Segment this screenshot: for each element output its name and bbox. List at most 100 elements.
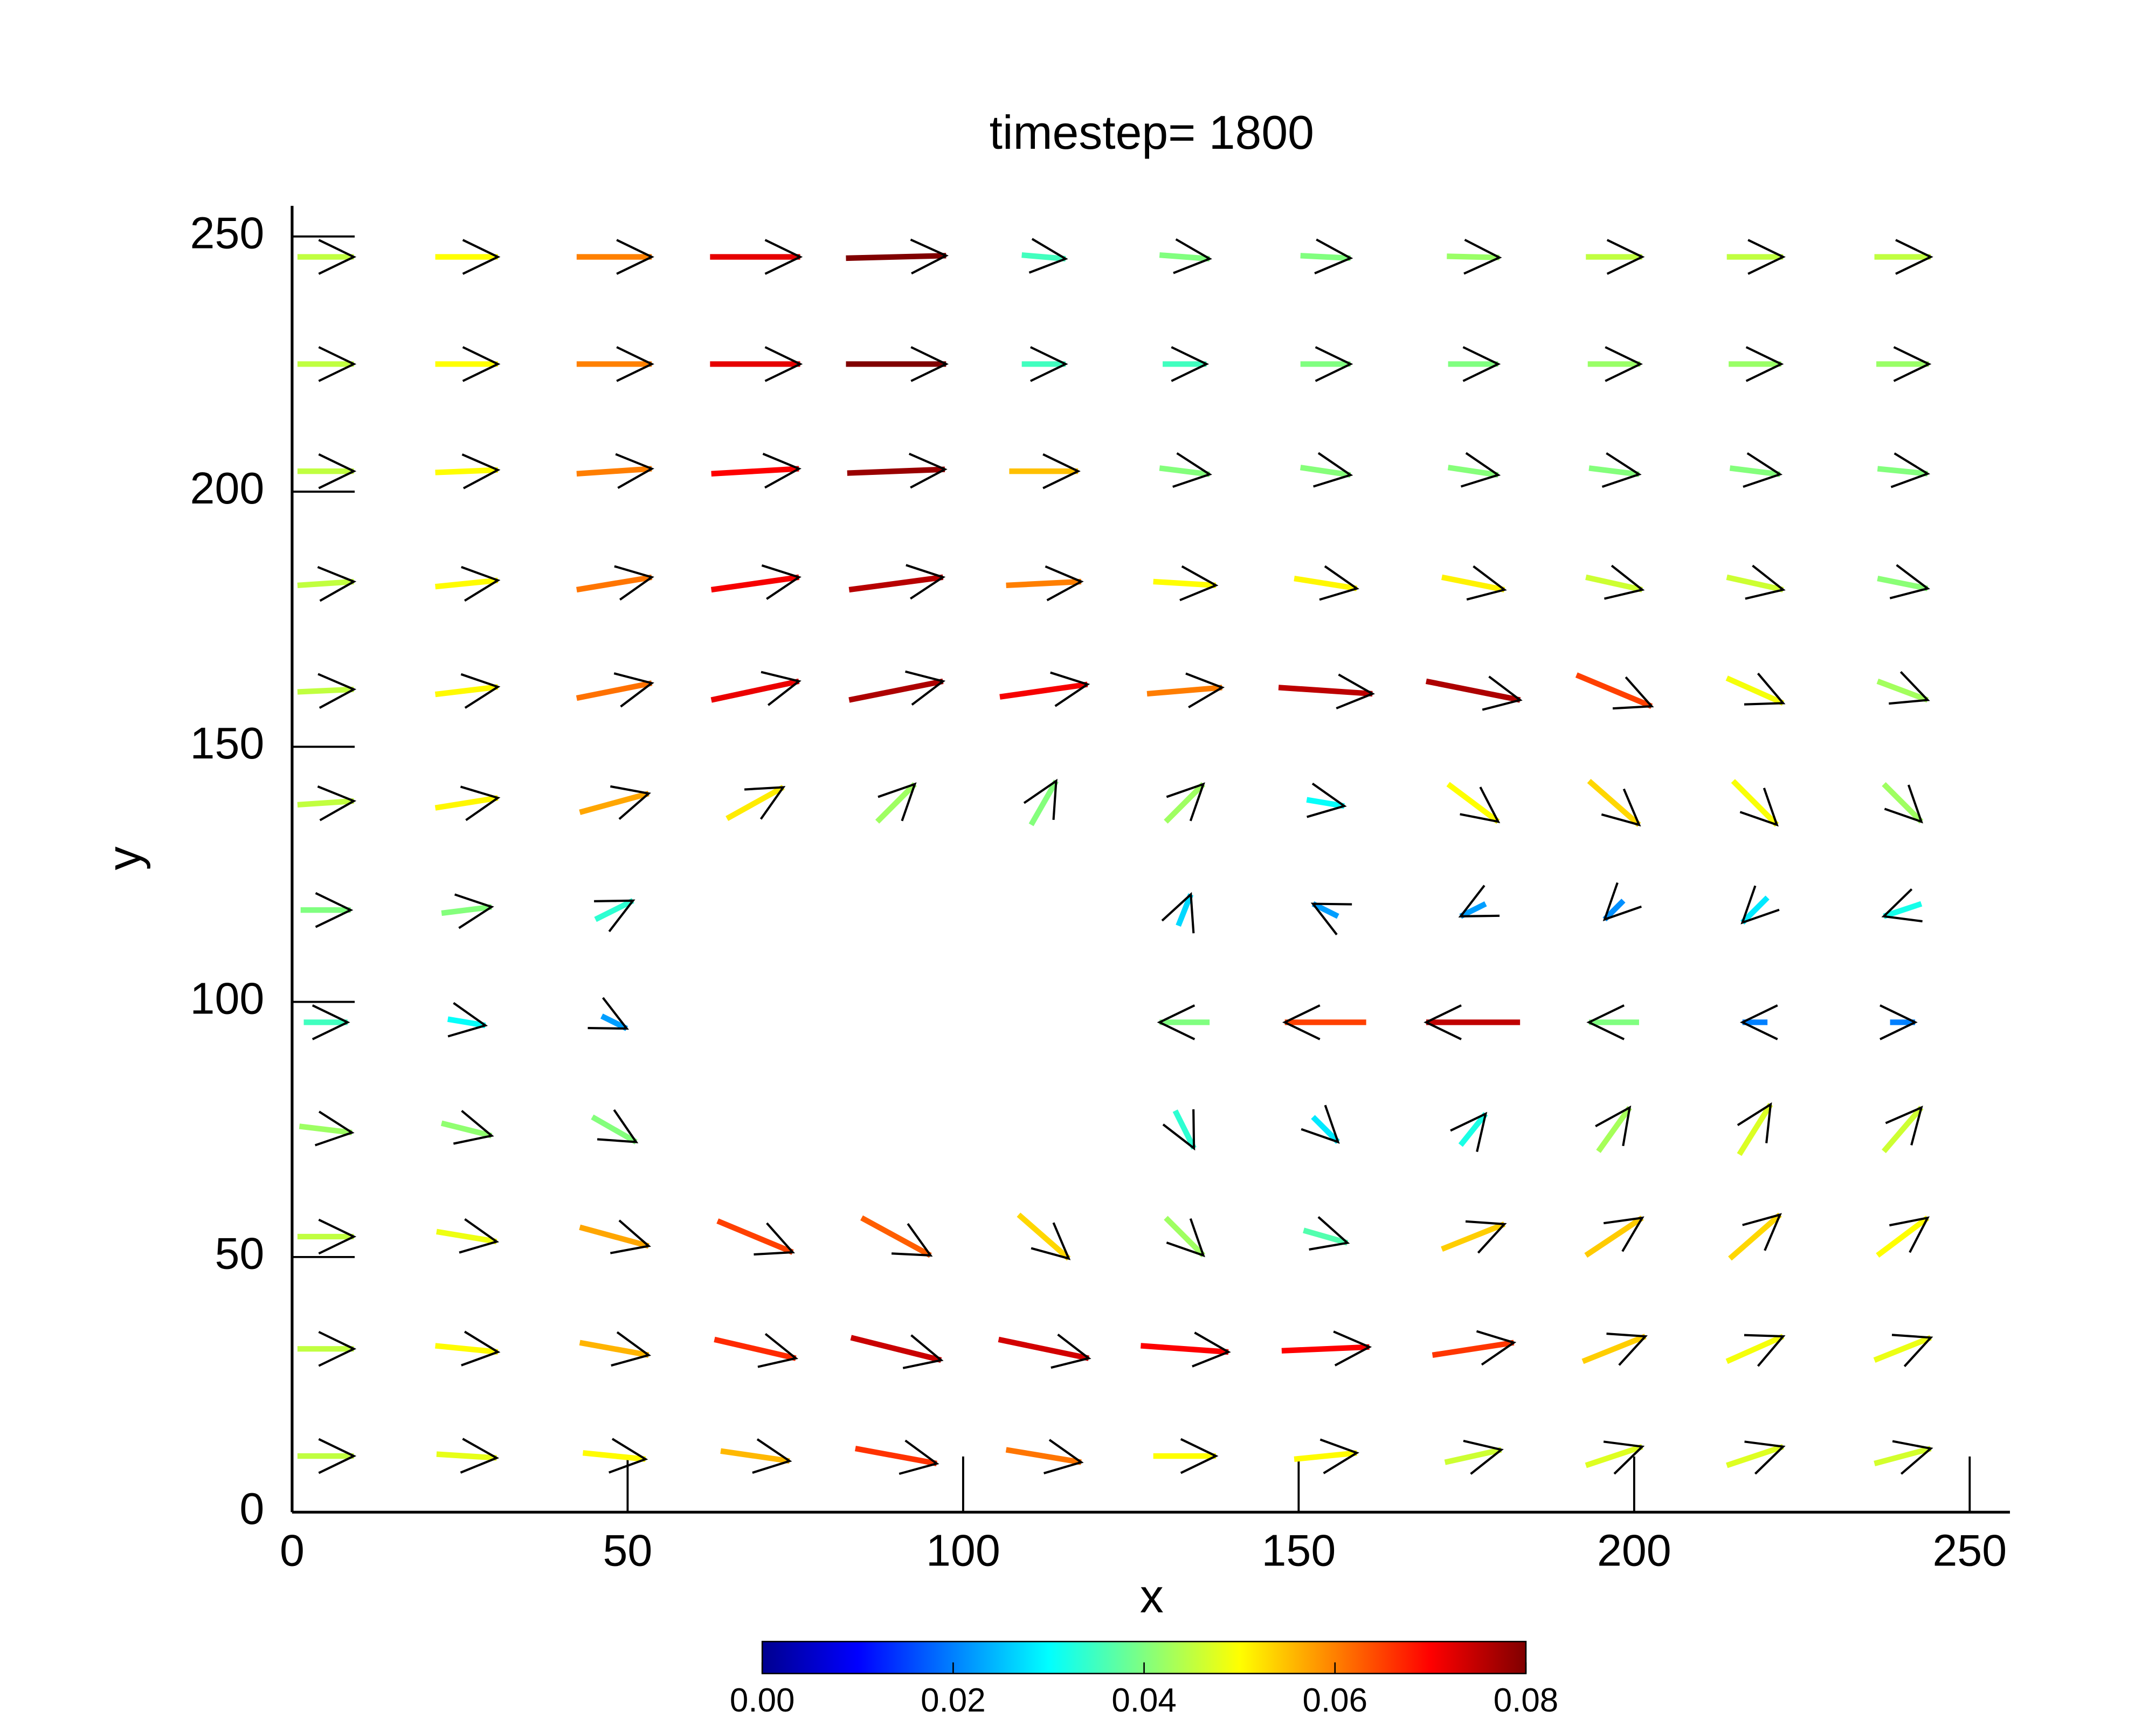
arrow-shaft <box>1585 1444 1643 1468</box>
arrow-shaft <box>591 1114 638 1144</box>
arrow-head <box>461 1330 501 1367</box>
arrow-head <box>891 1223 933 1257</box>
arrow-head <box>1460 452 1501 488</box>
arrow-head <box>610 1219 651 1254</box>
x-tick-label: 100 <box>926 1526 1000 1575</box>
arrow-head <box>610 785 651 820</box>
arrow-head <box>1889 1216 1930 1253</box>
arrow-shaft <box>1021 252 1066 262</box>
arrow-head <box>1603 1440 1645 1475</box>
arrow-shaft <box>1585 574 1643 593</box>
arrow-shaft <box>1584 1215 1644 1258</box>
arrow-head <box>1605 346 1643 382</box>
arrow-shaft <box>846 253 946 261</box>
arrow-shaft <box>1876 1216 1930 1258</box>
arrow-head <box>616 346 654 382</box>
arrow-head <box>1740 885 1780 924</box>
arrow-shaft <box>435 467 498 475</box>
colorbar-tick-label: 0.02 <box>921 1682 986 1719</box>
arrow-shaft <box>1294 576 1358 591</box>
arrow-head <box>902 1334 944 1369</box>
arrow-head <box>615 453 654 489</box>
arrow-head <box>910 346 949 382</box>
arrow-head <box>1319 1438 1359 1474</box>
arrow-shaft <box>1882 782 1924 824</box>
arrow-head <box>1462 346 1501 382</box>
arrow-head <box>1282 1004 1321 1040</box>
arrow-shaft <box>1278 685 1373 697</box>
arrow-head <box>1595 1105 1632 1147</box>
arrow-head <box>752 1438 792 1474</box>
arrow-head <box>1895 239 1933 275</box>
arrow-head <box>1889 671 1930 705</box>
arrow-head <box>314 1110 355 1147</box>
arrow-head <box>1314 238 1353 274</box>
arrow-head <box>1458 885 1500 917</box>
arrow-head <box>1301 1105 1340 1144</box>
arrow-head <box>1463 238 1502 275</box>
arrow-head <box>312 1004 350 1040</box>
arrow-shaft <box>860 1215 932 1258</box>
arrow-shaft <box>1303 1227 1349 1246</box>
arrow-shaft <box>1441 574 1505 593</box>
arrow-shaft <box>999 681 1088 700</box>
arrow-shaft <box>711 466 799 477</box>
arrow-head <box>1185 672 1225 708</box>
arrow-shaft <box>1441 1221 1506 1252</box>
arrow-shaft <box>1425 678 1521 703</box>
arrow-shaft <box>1306 797 1345 809</box>
arrow-head <box>461 565 501 602</box>
arrow-shaft <box>436 1229 497 1245</box>
arrow-head <box>1309 1216 1350 1251</box>
arrow-head <box>1179 565 1219 602</box>
colorbar-tick-label: 0.06 <box>1303 1682 1368 1719</box>
arrow-head <box>1744 1440 1786 1475</box>
arrow-head <box>1889 564 1930 599</box>
arrow-head <box>1051 1334 1091 1369</box>
arrow-head <box>1744 672 1786 706</box>
x-tick-label: 0 <box>280 1526 305 1575</box>
arrow-shaft <box>1146 685 1222 697</box>
arrow-head <box>1744 1334 1786 1367</box>
arrow-head <box>318 239 357 275</box>
arrow-head <box>1023 778 1058 820</box>
arrow-head <box>609 1438 648 1474</box>
arrow-head <box>1743 452 1783 488</box>
y-tick-label: 0 <box>239 1484 264 1534</box>
arrow-head <box>317 565 357 602</box>
arrow-head <box>1045 565 1084 602</box>
arrow-shaft <box>720 1448 790 1464</box>
arrow-head <box>1606 1332 1648 1366</box>
arrow-head <box>597 1109 639 1143</box>
arrow-shaft <box>1447 253 1499 260</box>
arrow-head <box>1604 564 1645 600</box>
arrow-shaft <box>1300 253 1351 261</box>
arrow-shaft <box>1874 1446 1932 1466</box>
y-axis-label: y <box>98 846 151 870</box>
arrow-head <box>1173 238 1212 274</box>
arrow-head <box>1465 1220 1507 1254</box>
arrow-head <box>318 1438 357 1474</box>
arrow-head <box>1466 565 1507 601</box>
y-tick-label: 250 <box>190 209 265 258</box>
arrow-shaft <box>1596 1106 1632 1153</box>
arrow-head <box>459 1218 500 1254</box>
arrow-shaft <box>1444 1447 1502 1465</box>
arrow-head <box>318 1330 357 1367</box>
arrow-shaft <box>1882 1106 1924 1154</box>
arrow-head <box>611 1331 652 1367</box>
arrow-shaft <box>847 466 945 476</box>
arrow-head <box>588 997 629 1030</box>
arrow-shaft <box>854 1446 937 1467</box>
arrow-shaft <box>1877 466 1928 477</box>
arrow-shaft <box>1581 1334 1647 1364</box>
arrow-head <box>1601 452 1642 488</box>
arrow-head <box>1881 888 1923 923</box>
arrow-head <box>764 346 803 382</box>
chart-title: timestep= 1800 <box>990 106 1314 159</box>
arrow-shaft <box>1587 778 1641 827</box>
arrow-head <box>899 1439 939 1475</box>
arrow-head <box>461 453 501 489</box>
arrow-shaft <box>1311 901 1339 919</box>
arrow-shaft <box>1729 465 1781 478</box>
